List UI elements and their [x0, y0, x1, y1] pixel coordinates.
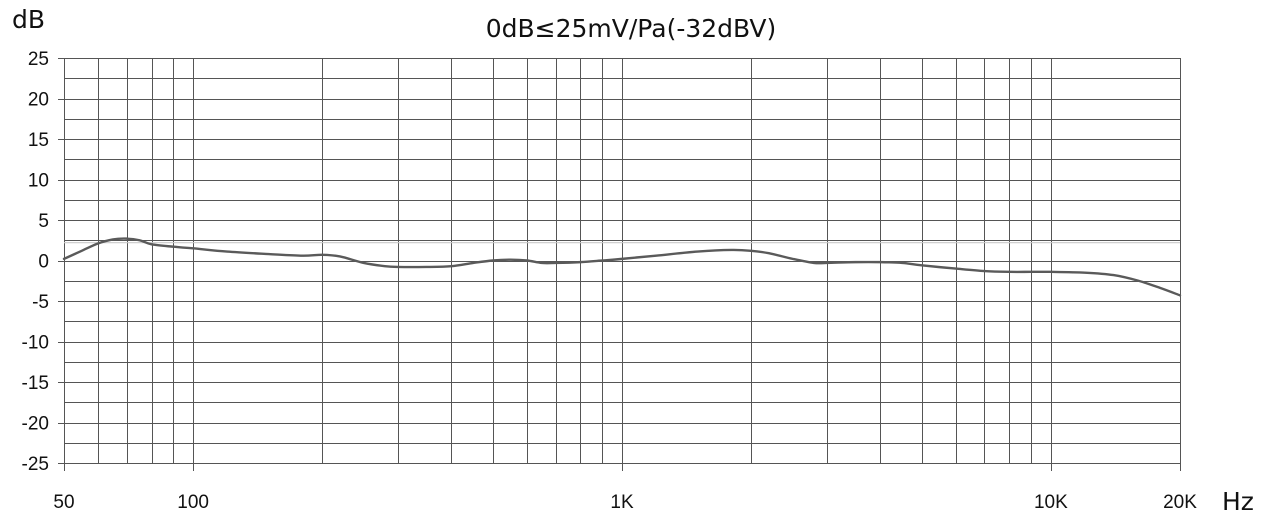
y-tick-label: -5 — [32, 292, 49, 313]
y-tick-label: 0 — [38, 252, 49, 273]
y-tick-label: 15 — [28, 130, 49, 151]
y-tick-label: 10 — [28, 171, 49, 192]
y-tick-label: 25 — [28, 49, 49, 70]
y-tick-label: 20 — [28, 90, 49, 111]
y-axis-label: dB — [12, 5, 45, 34]
frequency-response-line — [62, 237, 1182, 297]
x-tick-label: 100 — [177, 492, 209, 513]
y-tick-label: 5 — [38, 211, 49, 232]
y-tick-label: -20 — [22, 414, 49, 435]
chart-title: 0dB≤25mV/Pa(-32dBV) — [486, 14, 777, 43]
y-tick-label: -15 — [22, 373, 49, 394]
x-tick-label: 10K — [1034, 492, 1068, 513]
grid — [58, 58, 1181, 471]
plot-frame — [64, 58, 1181, 464]
x-axis-label: Hz — [1222, 487, 1254, 516]
y-tick-label: -25 — [22, 454, 49, 475]
x-tick-label: 1K — [610, 492, 634, 513]
x-tick-label: 20K — [1163, 492, 1197, 513]
y-tick-label: -10 — [22, 333, 49, 354]
x-tick-label: 50 — [53, 492, 74, 513]
